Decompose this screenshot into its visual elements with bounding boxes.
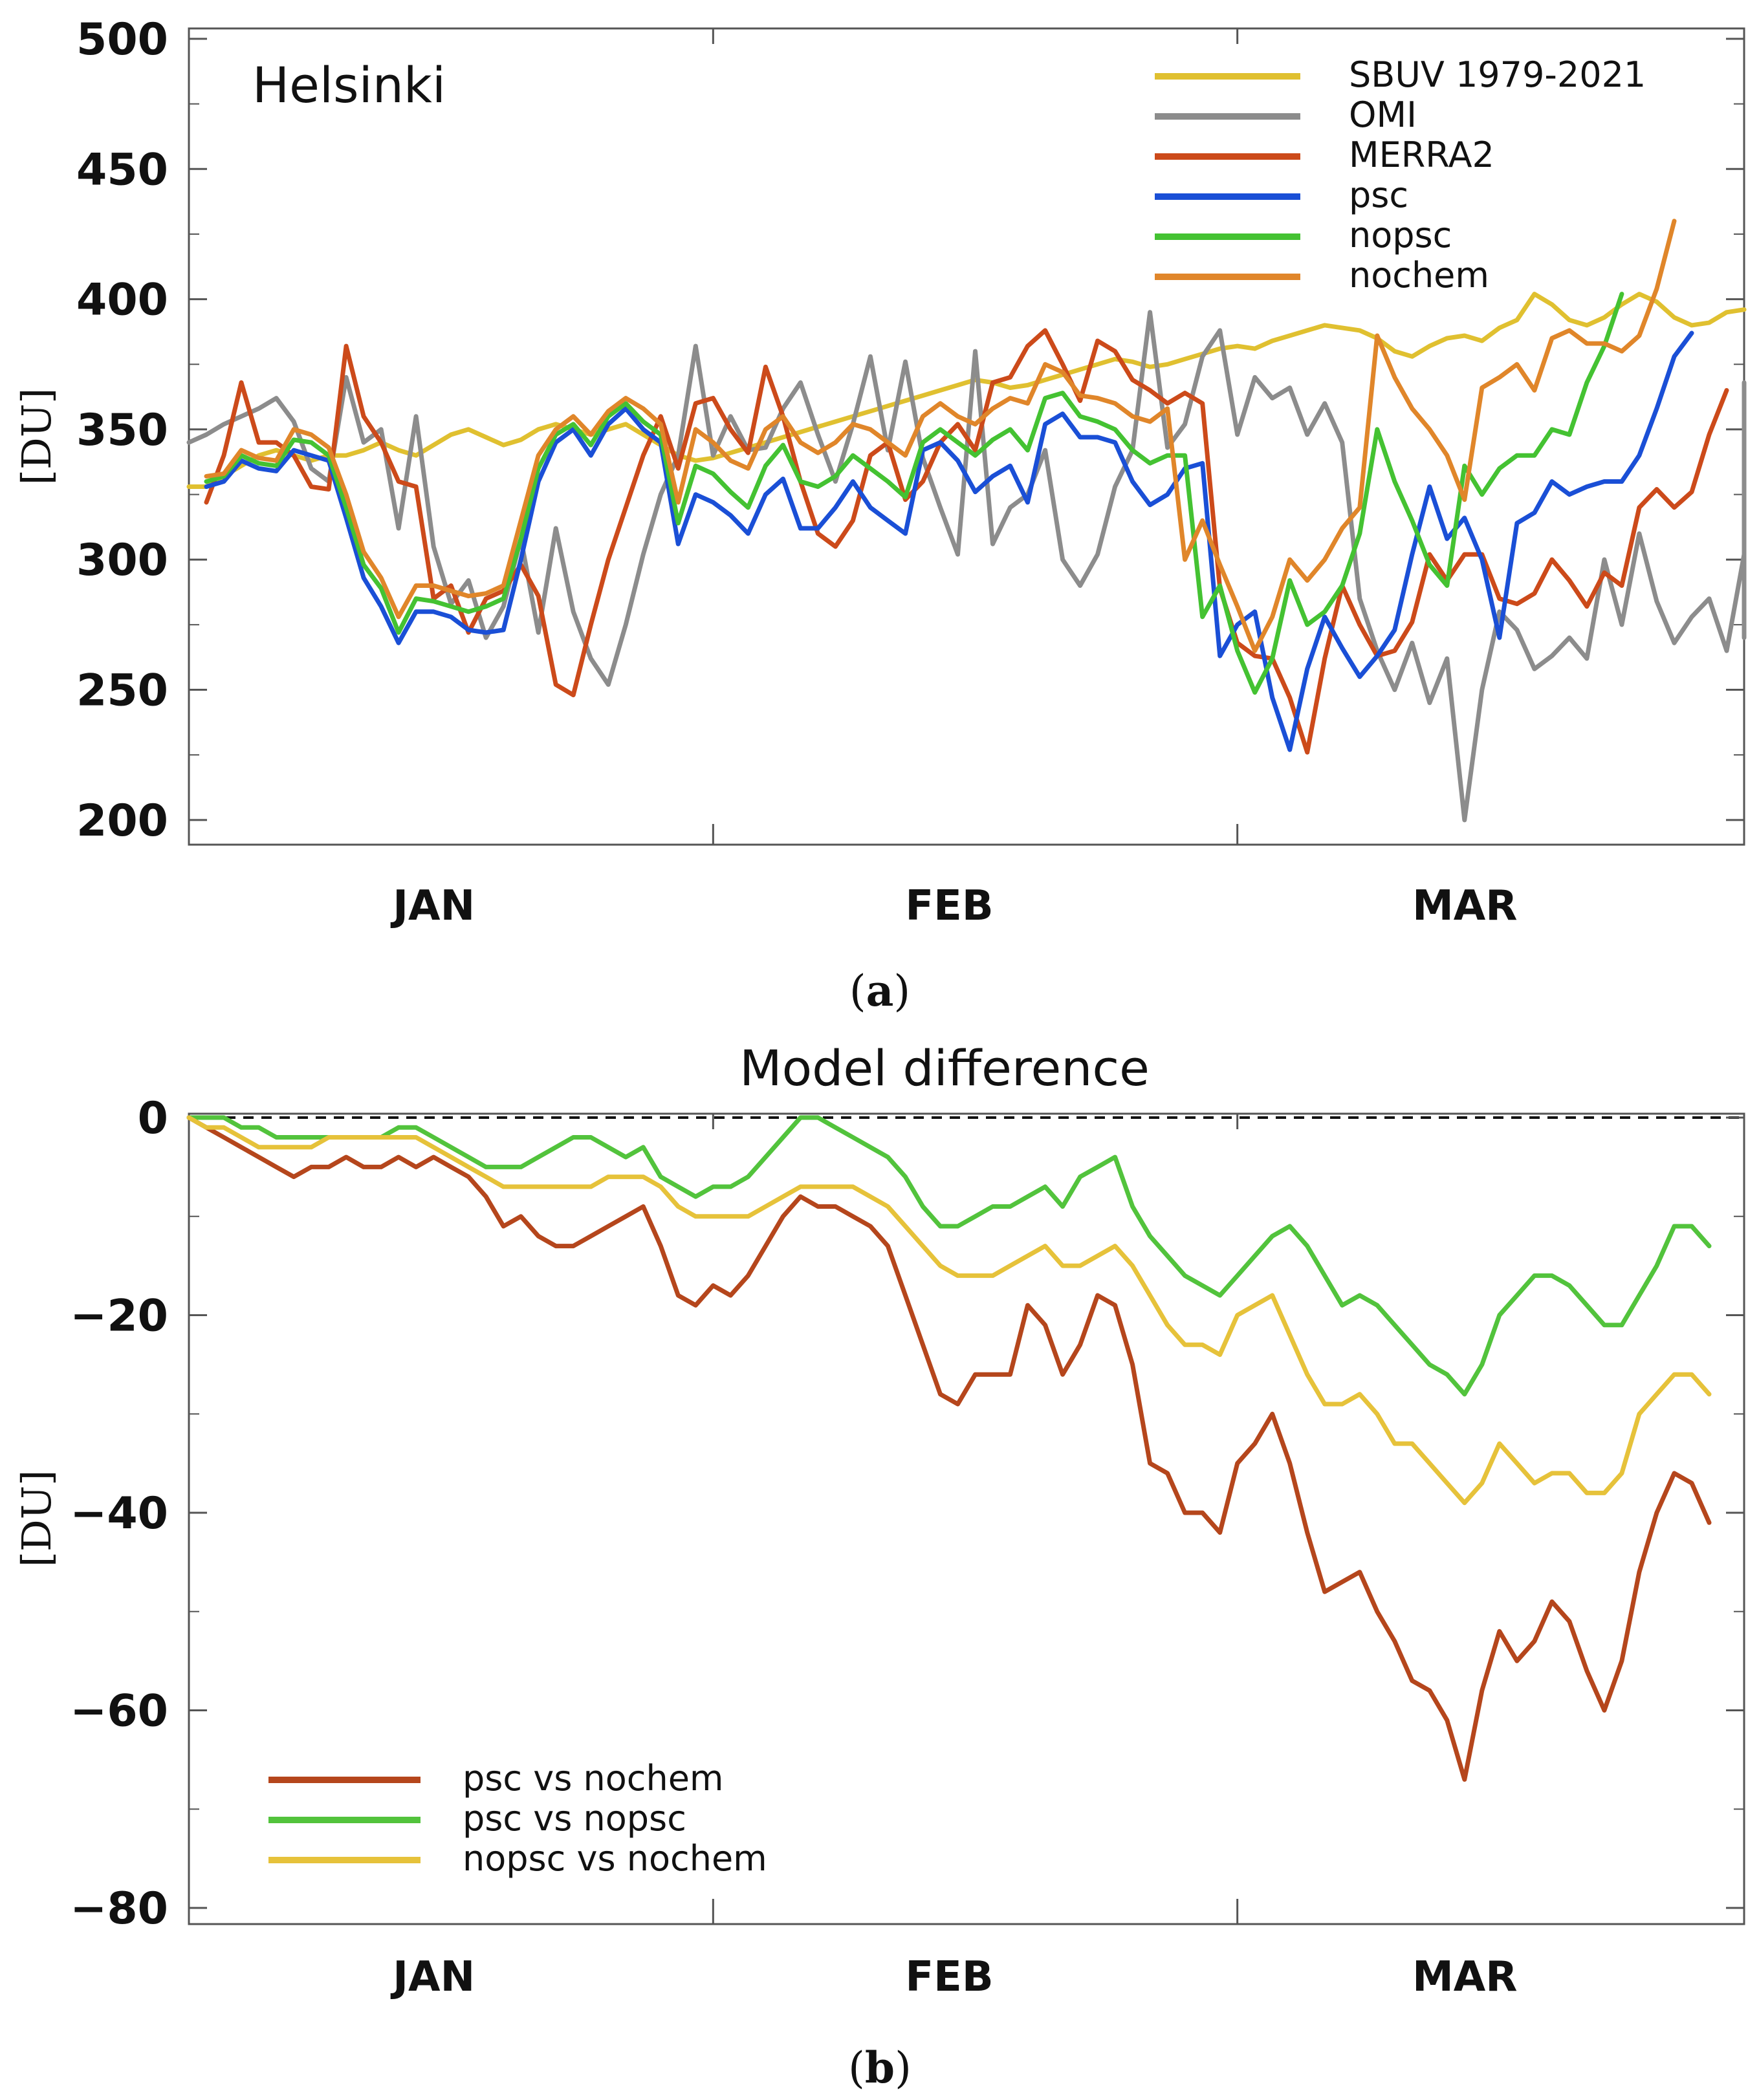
y-tick-label: 300 bbox=[76, 535, 168, 586]
y-tick-label: −20 bbox=[70, 1291, 168, 1342]
y-axis-ticks: −80 −60 −40 −20 0 bbox=[70, 1093, 1744, 1934]
series-line-psc-vs-nopsc bbox=[186, 1115, 1712, 1397]
series-lines bbox=[186, 1115, 1712, 1782]
series-line-psc bbox=[204, 330, 1694, 752]
y-tick-label: 500 bbox=[76, 14, 168, 65]
series-line-sbuv-1979-2021 bbox=[186, 292, 1747, 489]
legend-label: psc vs nochem bbox=[463, 1758, 724, 1799]
panel-label: (a) bbox=[849, 966, 910, 1016]
chart-title: Helsinki bbox=[252, 56, 446, 114]
series-line-omi bbox=[186, 310, 1747, 823]
y-axis-ticks: 200 250 300 350 400 450 500 bbox=[76, 14, 1744, 847]
chart-title: Model difference bbox=[739, 1039, 1150, 1097]
legend-label: nopsc vs nochem bbox=[463, 1838, 767, 1879]
y-axis-label: [DU] bbox=[13, 388, 60, 485]
series-line-nopsc-vs-nochem bbox=[186, 1115, 1712, 1506]
x-axis-month-labels: JAN FEB MAR bbox=[390, 1953, 1517, 2001]
y-tick-label: 350 bbox=[76, 405, 168, 456]
series-line-nopsc bbox=[204, 292, 1624, 695]
legend-label: MERRA2 bbox=[1349, 135, 1494, 175]
y-tick-label: −60 bbox=[70, 1686, 168, 1737]
legend-label: psc vs nopsc bbox=[463, 1798, 686, 1839]
legend-label: nochem bbox=[1349, 255, 1489, 296]
plot-frame bbox=[188, 1112, 1745, 1925]
y-tick-label: −40 bbox=[70, 1488, 168, 1539]
x-tick-label: FEB bbox=[905, 882, 993, 930]
series-line-psc-vs-nochem bbox=[186, 1115, 1712, 1782]
y-tick-label: 200 bbox=[76, 796, 168, 847]
legend-label: SBUV 1979-2021 bbox=[1349, 54, 1646, 95]
x-tick-label: MAR bbox=[1412, 1953, 1518, 2001]
y-tick-label: −80 bbox=[70, 1883, 168, 1934]
legend-label: nopsc bbox=[1349, 215, 1452, 255]
legend-label: OMI bbox=[1349, 94, 1417, 135]
y-tick-label: 250 bbox=[76, 666, 168, 717]
y-tick-label: 450 bbox=[76, 144, 168, 195]
x-tick-label: JAN bbox=[390, 1953, 475, 2001]
chart-helsinki: 200 250 300 350 400 450 500 Helsinki [DU] SBUV… bbox=[13, 14, 1747, 1016]
chart-model-difference: Model difference −80 −60 −40 −20 0 [DU] psc … bbox=[13, 1039, 1745, 2093]
y-axis-label: [DU] bbox=[13, 1470, 60, 1567]
x-axis-month-labels: JAN FEB MAR bbox=[390, 882, 1517, 930]
x-tick-label: FEB bbox=[905, 1953, 993, 2001]
panel-label: (b) bbox=[848, 2042, 912, 2093]
x-tick-label: MAR bbox=[1412, 882, 1518, 930]
series-line-nochem bbox=[204, 219, 1677, 653]
series-lines bbox=[186, 219, 1747, 823]
y-tick-label: 0 bbox=[138, 1093, 168, 1144]
legend-label: psc bbox=[1349, 175, 1408, 215]
y-tick-label: 400 bbox=[76, 275, 168, 326]
x-tick-label: JAN bbox=[390, 882, 475, 930]
